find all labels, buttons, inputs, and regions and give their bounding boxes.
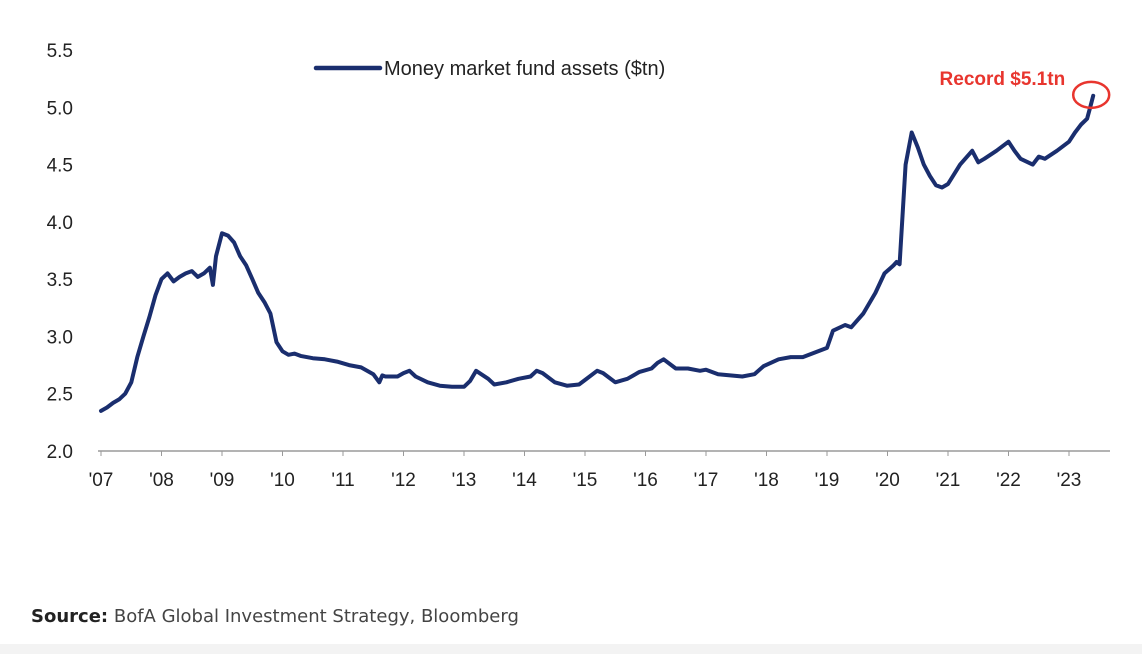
y-tick-label: 5.5	[47, 41, 73, 62]
y-tick-label: 3.5	[47, 270, 73, 291]
x-tick-label: '17	[694, 470, 719, 491]
x-tick-label: '11	[331, 470, 354, 491]
y-tick-label: 4.0	[47, 213, 73, 234]
legend-label: Money market fund assets ($tn)	[384, 58, 665, 80]
x-axis: '07 '08 '09 '10 '11 '12 '13 '14 '15 '16 '17 '18 '19 '…	[89, 451, 1082, 491]
x-tick-label: '22	[996, 470, 1021, 491]
y-tick-label: 2.5	[47, 385, 73, 406]
x-tick-label: '23	[1057, 470, 1082, 491]
x-tick-label: '19	[815, 470, 840, 491]
y-tick-label: 4.5	[47, 156, 73, 177]
x-tick-label: '16	[633, 470, 658, 491]
annotation-circle	[1071, 80, 1111, 110]
x-tick-label: '13	[452, 470, 477, 491]
x-tick-label: '12	[391, 470, 416, 491]
x-tick-label: '10	[270, 470, 295, 491]
x-tick-label: '09	[210, 470, 235, 491]
source-note: Source: BofA Global Investment Strategy,…	[31, 606, 519, 627]
annotation-label: Record $5.1tn	[940, 69, 1066, 90]
line-chart: 2.0 2.5 3.0 3.5 4.0 4.5 5.0 5.5 '07 '08 '09 '10 '11…	[47, 41, 1111, 491]
source-text: BofA Global Investment Strategy, Bloombe…	[113, 606, 519, 627]
series-line	[99, 93, 1096, 413]
bottom-band	[0, 644, 1142, 654]
x-tick-label: '20	[875, 470, 900, 491]
y-axis: 2.0 2.5 3.0 3.5 4.0 4.5 5.0 5.5	[47, 41, 73, 463]
legend: Money market fund assets ($tn)	[313, 58, 665, 80]
y-tick-label: 2.0	[47, 442, 73, 463]
x-tick-label: '18	[754, 470, 779, 491]
x-tick-label: '15	[573, 470, 598, 491]
y-tick-label: 3.0	[47, 327, 73, 348]
x-tick-label: '08	[149, 470, 174, 491]
x-tick-label: '07	[89, 470, 114, 491]
annotation-layer: Record $5.1tn	[940, 69, 1111, 110]
x-tick-label: '14	[512, 470, 537, 491]
series-layer	[99, 93, 1096, 413]
x-tick-label: '21	[936, 470, 961, 491]
y-tick-label: 5.0	[47, 98, 73, 119]
source-label: Source:	[31, 606, 109, 627]
